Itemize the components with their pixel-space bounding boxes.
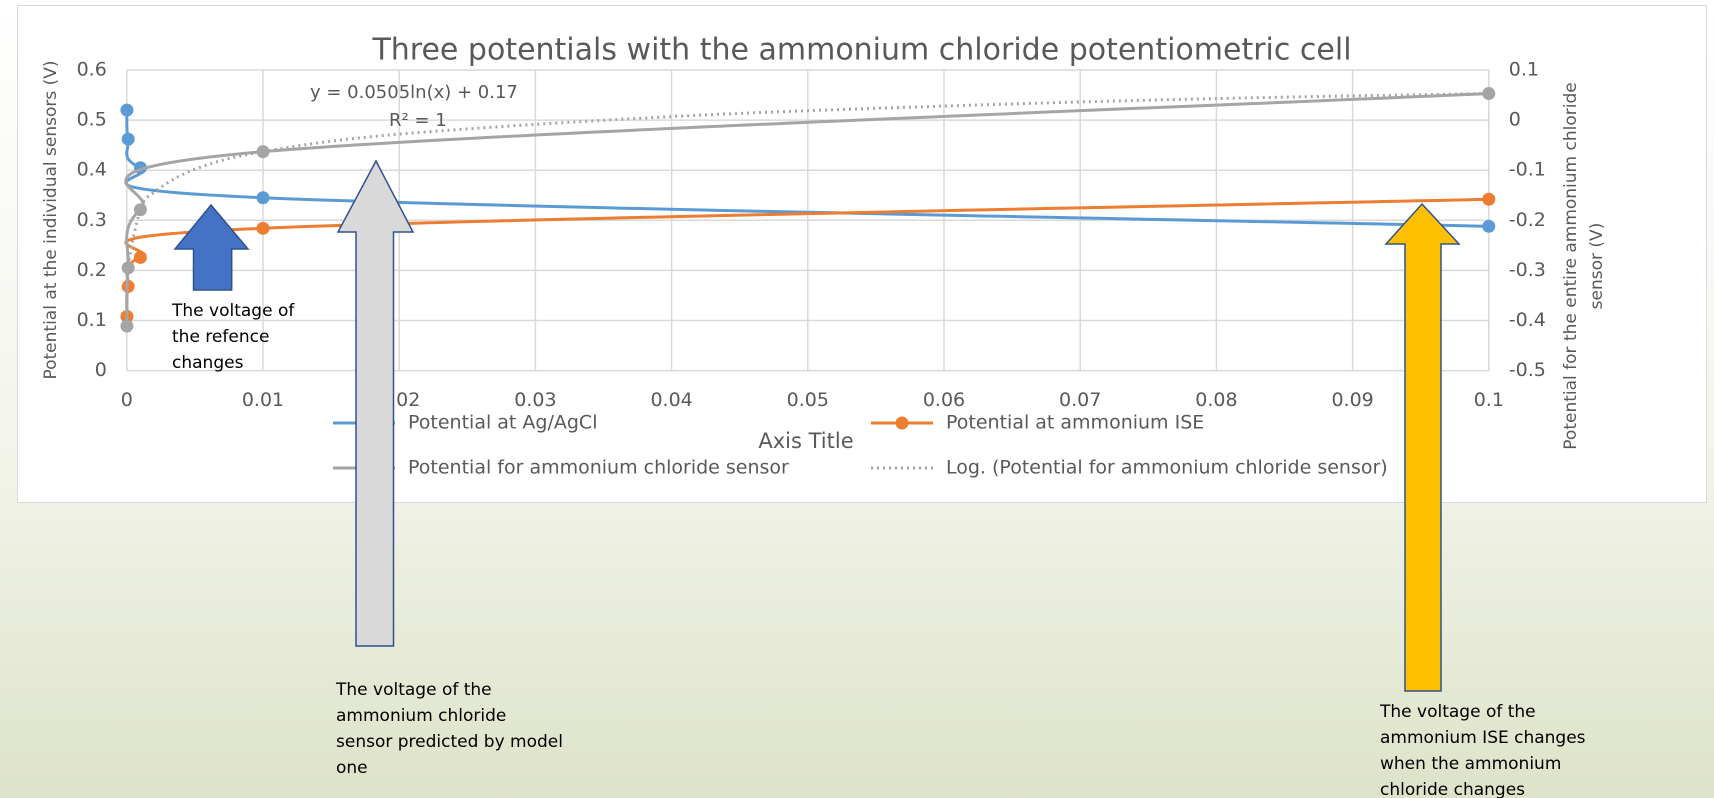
annotation: ammonium ISE changes <box>1380 728 1586 748</box>
y-tick-label: 0.4 <box>77 159 107 181</box>
marker <box>256 191 270 205</box>
marker <box>256 221 270 235</box>
annotation: ammonium chloride <box>336 706 506 726</box>
y-tick-label: 0.5 <box>77 109 107 131</box>
legend-label: Log. (Potential for ammonium chloride se… <box>946 457 1388 479</box>
legend-label: Potential at ammonium ISE <box>946 412 1204 434</box>
y-tick-label: 0.6 <box>77 59 107 81</box>
x-tick-label: 0.03 <box>514 389 556 411</box>
annotation: one <box>336 758 368 778</box>
y-tick-label: 0.2 <box>77 259 107 281</box>
chart-area <box>17 5 1707 503</box>
x-tick-label: 0.07 <box>1059 389 1101 411</box>
marker <box>121 261 135 275</box>
trendline <box>125 92 1489 327</box>
x-tick-label: 0.09 <box>1331 389 1373 411</box>
y-tick-label: 0 <box>95 359 107 381</box>
y2-tick-label: 0.1 <box>1509 59 1539 81</box>
y-axis-title: Potential at the individual sensors (V) <box>41 60 61 379</box>
y2-axis-title: sensor (V) <box>1587 223 1607 310</box>
x-tick-label: 0.06 <box>923 389 965 411</box>
arrow-yellow <box>1384 202 1461 692</box>
marker <box>121 132 135 146</box>
x-tick-label: 0.04 <box>650 389 692 411</box>
x-tick-label: 0 <box>121 389 133 411</box>
series-line <box>124 92 1489 327</box>
y-tick-label: 0.1 <box>77 309 107 331</box>
annotation: sensor predicted by model <box>336 732 563 752</box>
annotation: The voltage of <box>171 301 295 321</box>
y2-tick-label: -0.5 <box>1509 359 1546 381</box>
annotation: The voltage of the <box>1379 702 1536 722</box>
annotation: changes <box>172 353 244 373</box>
marker <box>133 250 147 264</box>
marker <box>1482 219 1496 233</box>
marker <box>120 103 134 117</box>
annotation: the refence <box>172 327 269 347</box>
arrow-gray <box>336 159 415 647</box>
y-tick-label: 0.3 <box>77 209 107 231</box>
x-tick-label: 0.08 <box>1195 389 1237 411</box>
legend-marker <box>895 416 909 430</box>
y2-tick-label: -0.4 <box>1509 309 1546 331</box>
y2-tick-label: 0 <box>1509 109 1521 131</box>
y2-tick-label: -0.3 <box>1509 259 1546 281</box>
annotation: when the ammonium <box>1380 754 1561 774</box>
legend-label: Potential at Ag/AgCl <box>408 412 597 434</box>
annotation: chloride changes <box>1380 780 1525 798</box>
x-tick-label: 0.1 <box>1474 389 1504 411</box>
x-tick-label: 0.05 <box>787 389 829 411</box>
marker <box>1482 192 1496 206</box>
marker <box>133 203 147 217</box>
x-tick-label: 0.01 <box>242 389 284 411</box>
y2-tick-label: -0.2 <box>1509 209 1546 231</box>
y2-axis-title: Potential for the entire ammonium chlori… <box>1561 82 1581 449</box>
y2-tick-label: -0.1 <box>1509 159 1546 181</box>
annotation: The voltage of the <box>335 680 492 700</box>
marker <box>1482 87 1496 101</box>
x-axis-title: Axis Title <box>758 429 853 453</box>
chart-title: Three potentials with the ammonium chlor… <box>371 33 1351 68</box>
trend-r2: R² = 1 <box>389 110 447 131</box>
arrow-blue <box>173 203 250 291</box>
series-line <box>124 110 1489 228</box>
legend-label: Potential for ammonium chloride sensor <box>408 457 789 479</box>
trend-equation: y = 0.0505ln(x) + 0.17 <box>310 82 518 103</box>
